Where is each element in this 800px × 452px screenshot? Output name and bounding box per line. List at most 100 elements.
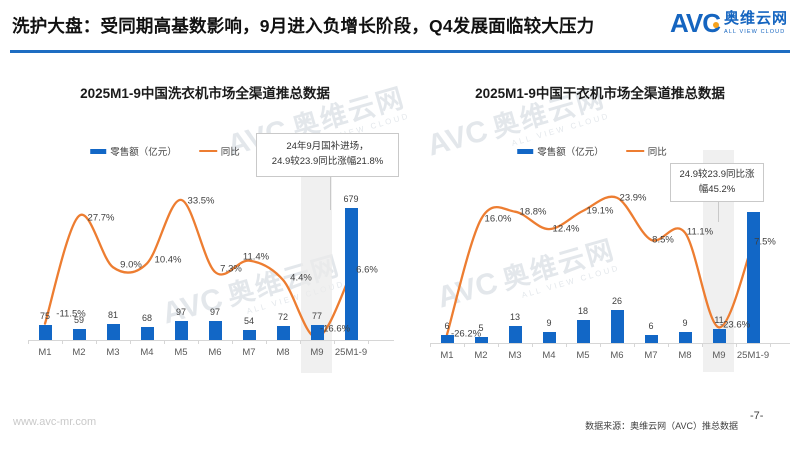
x-axis-tick: [368, 340, 369, 344]
x-axis-tick: [566, 343, 567, 347]
yoy-value-M1: -26.2%: [450, 328, 482, 340]
yoy-value-M9: -23.6%: [719, 319, 751, 331]
yoy-value-M6: 23.9%: [619, 192, 647, 204]
x-label-25M1-9: 25M1-9: [736, 350, 770, 361]
yoy-value-M8: 4.4%: [290, 272, 312, 284]
x-label-M6: M6: [208, 347, 222, 358]
annotation-leader-line: [330, 177, 331, 210]
x-label-M5: M5: [576, 350, 590, 361]
bar-value-M3: 13: [509, 312, 521, 323]
yoy-value-M7: 11.4%: [242, 251, 270, 263]
legend-label: 同比: [647, 147, 667, 158]
x-label-M7: M7: [242, 347, 256, 358]
bar-value-M4: 68: [141, 312, 153, 323]
avc-watermark-sub: ALL VIEW CLOUD: [510, 111, 611, 148]
x-axis-tick: [702, 343, 703, 347]
page-title: 洗护大盘：受同期高基数影响，9月进入负增长阶段，Q4发展面临较大压力: [12, 16, 595, 36]
washing-machine-chart: 75 -11.5% M1 59 27.7% M2 81 9.0% M3 68 10.4% M4 97 33…: [28, 165, 394, 377]
bar-M6: [208, 321, 222, 340]
annotation-line: 24年9月国补进场，: [286, 141, 369, 153]
x-label-M8: M8: [678, 350, 692, 361]
x-label-M2: M2: [474, 350, 488, 361]
yoy-value-M2: 16.0%: [484, 213, 512, 225]
x-label-M1: M1: [38, 347, 52, 358]
header-divider: [10, 50, 790, 53]
x-label-M1: M1: [440, 350, 454, 361]
legend-label: 同比: [220, 147, 240, 158]
annotation-line: 24.9较23.9同比涨: [679, 168, 755, 180]
annotation-line: 24.9较23.9同比涨幅21.8%: [271, 156, 384, 167]
x-axis-tick: [232, 340, 233, 344]
x-label-M2: M2: [72, 347, 86, 358]
legend-label: 零售额（亿元）: [110, 147, 177, 158]
yoy-value-M7: 8.5%: [652, 234, 674, 246]
page-number: -7-: [750, 410, 764, 422]
bar-M2: [72, 328, 86, 340]
x-axis-tick: [430, 343, 431, 347]
annotation-box: 24年9月国补进场， 24.9较23.9同比涨幅21.8%: [256, 133, 399, 177]
bar-M4: [542, 331, 556, 343]
yoy-value-M8: 11.1%: [686, 226, 714, 238]
chart-legend: 零售额（亿元） 同比: [517, 144, 667, 158]
bar-value-M6: 97: [209, 307, 221, 318]
bar-value-M8: 72: [277, 312, 289, 322]
bar-M7: [242, 329, 256, 340]
x-axis-tick: [464, 343, 465, 347]
annotation-line: 幅45.2%: [698, 183, 736, 195]
bar-25M1-9: [746, 212, 760, 343]
footer-data-source: 数据来源：奥维云网（AVC）推总数据: [585, 421, 738, 431]
bar-value-M3: 81: [107, 310, 119, 321]
bar-swatch-icon: [90, 148, 107, 154]
annotation-box: 24.9较23.9同比涨 幅45.2%: [670, 163, 764, 202]
line-swatch-icon: [198, 149, 217, 153]
bar-M2: [474, 336, 488, 343]
x-axis-tick: [130, 340, 131, 344]
bar-value-M4: 9: [546, 317, 552, 328]
x-axis-tick: [532, 343, 533, 347]
bar-value-M7: 6: [648, 321, 654, 332]
legend-item-bar: 零售额（亿元）: [517, 144, 604, 158]
bar-value-M8: 9: [682, 317, 688, 328]
bar-value-25M1-9: 679: [343, 194, 359, 204]
x-axis-tick: [300, 340, 301, 344]
bar-M5: [174, 321, 188, 340]
x-axis-tick: [600, 343, 601, 347]
x-label-25M1-9: 25M1-9: [334, 347, 368, 358]
x-axis-tick: [634, 343, 635, 347]
avc-logo-en: ALL VIEW CLOUD: [723, 28, 786, 35]
x-axis-tick: [164, 340, 165, 344]
bar-M9: [310, 325, 324, 340]
bar-M3: [106, 324, 120, 340]
x-label-M9: M9: [310, 347, 324, 358]
x-axis-tick: [198, 340, 199, 344]
x-label-M8: M8: [276, 347, 290, 358]
bar-M6: [610, 309, 624, 343]
x-axis-tick: [736, 343, 737, 347]
chart-title: 2025M1-9中国干衣机市场全渠道推总数据: [475, 86, 725, 101]
x-label-M7: M7: [644, 350, 658, 361]
x-label-M6: M6: [610, 350, 624, 361]
bar-value-M6: 26: [611, 295, 623, 306]
bar-M1: [440, 335, 454, 343]
bar-value-M1: 75: [39, 311, 51, 322]
legend-item-bar: 零售额（亿元）: [90, 144, 177, 158]
x-axis-tick: [266, 340, 267, 344]
bar-M5: [576, 320, 590, 343]
bar-value-M5: 97: [175, 307, 187, 318]
yoy-trend-line: [445, 195, 755, 336]
chart-title: 2025M1-9中国洗衣机市场全渠道推总数据: [80, 86, 330, 101]
x-label-M9: M9: [712, 350, 726, 361]
x-axis-tick: [668, 343, 669, 347]
bar-value-M9: 77: [311, 311, 323, 322]
bar-value-M1: 6: [444, 321, 450, 332]
x-label-M4: M4: [542, 350, 556, 361]
yoy-value-M2: 27.7%: [87, 212, 115, 224]
yoy-value-M5: 19.1%: [586, 205, 614, 217]
bar-value-M2: 5: [478, 322, 484, 333]
avc-watermark-abbr: AVC: [423, 114, 492, 163]
yoy-value-M1: -11.5%: [56, 308, 86, 320]
yoy-value-M9: -16.6%: [319, 323, 351, 335]
bar-value-M7: 54: [243, 315, 255, 326]
yoy-value-M6: 7.3%: [220, 263, 242, 275]
x-axis-tick: [334, 340, 335, 344]
